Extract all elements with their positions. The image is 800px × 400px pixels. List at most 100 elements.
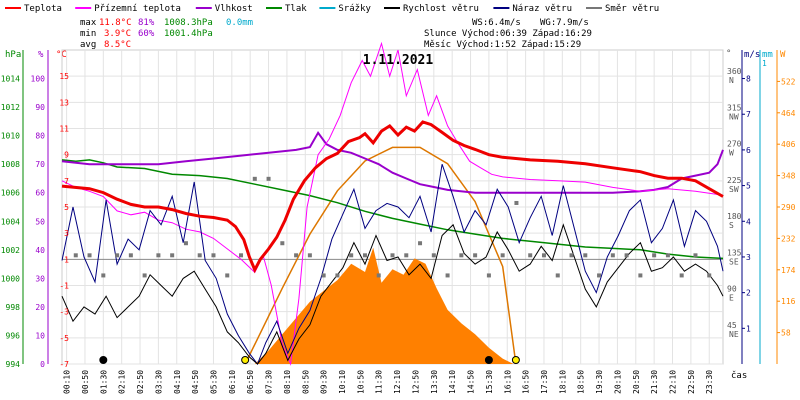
time-axis-title: čas — [731, 370, 747, 381]
legend: Teplota Přízemní teplota Vlhkost Tlak Srážky… — [5, 4, 659, 14]
x-tick-label: 07:30 — [265, 370, 274, 394]
x-tick-label: 12:50 — [411, 370, 420, 394]
legend-item: Náraz větru — [493, 4, 572, 14]
celsius-tick-label: -5 — [59, 334, 69, 343]
stats-max-press: 1008.3hPa — [164, 18, 213, 28]
x-tick-label: 06:50 — [246, 370, 255, 394]
wind-direction-point — [473, 253, 478, 258]
w-tick-label: 232 — [781, 234, 796, 243]
percent-tick-label: 70 — [35, 160, 45, 169]
humidity-line — [61, 130, 724, 194]
axis-title-hpa: hPa — [5, 50, 21, 60]
stats-block: max 11.8°C 81% 1008.3hPa 0.0mm min 3.9°C… — [80, 18, 592, 50]
percent-tick-label: 30 — [35, 274, 45, 283]
direction-tick-cardinal: W — [729, 149, 734, 158]
wind-direction-point — [225, 273, 230, 278]
wind-direction-point — [307, 253, 312, 258]
wind-direction-point — [500, 253, 505, 258]
x-tick-label: 04:10 — [173, 370, 182, 394]
x-tick-label: 11:30 — [375, 370, 384, 394]
ground-temperature-line — [61, 41, 724, 366]
celsius-tick-label: -1 — [59, 282, 69, 291]
stats-min-press: 1001.4hPa — [164, 29, 213, 39]
wind-direction-point — [624, 253, 629, 258]
ms-tick-label: 8 — [746, 75, 751, 84]
x-tick-label: 08:10 — [283, 370, 292, 394]
series-lines — [61, 41, 724, 366]
legend-item: Teplota — [5, 4, 62, 14]
wind-direction-point — [445, 273, 450, 278]
x-tick-label: 00:50 — [81, 370, 90, 394]
wind-direction-point — [528, 253, 533, 258]
sunset-marker — [511, 356, 520, 364]
x-tick-label: 16:10 — [503, 370, 512, 394]
legend-label: Tlak — [285, 4, 307, 14]
wind-direction-point — [87, 253, 92, 258]
percent-tick-label: 90 — [35, 103, 45, 112]
stats-ws: WS:6.4m/s — [472, 18, 521, 28]
x-tick-label: 20:10 — [613, 370, 622, 394]
ms-tick-label: 3 — [746, 253, 751, 262]
legend-label: Vlhkost — [215, 4, 253, 14]
x-tick-label: 13:30 — [430, 370, 439, 394]
hpa-tick-label: 996 — [6, 331, 21, 340]
wind-direction-point — [280, 241, 285, 246]
stats-avg-label: avg — [80, 40, 96, 50]
hpa-tick-label: 1004 — [1, 217, 20, 226]
wind-direction-point — [486, 273, 491, 278]
wind-direction-point — [128, 253, 133, 258]
wind-direction-point — [679, 273, 684, 278]
percent-tick-label: 100 — [31, 75, 46, 84]
stats-min-temp: 3.9°C — [104, 29, 131, 39]
wind-direction-point — [156, 253, 161, 258]
celsius-tick-label: 5 — [64, 203, 69, 212]
direction-tick-cardinal: S — [729, 221, 734, 230]
x-tick-label: 15:30 — [485, 370, 494, 394]
w-tick-label: 58 — [781, 329, 791, 338]
solar-radiation-area-fill — [254, 247, 514, 364]
hpa-tick-label: 1012 — [1, 103, 20, 112]
x-tick-label: 08:50 — [301, 370, 310, 394]
wind-direction-point — [294, 253, 299, 258]
wind-direction-point — [266, 176, 271, 181]
x-tick-label: 22:10 — [669, 370, 678, 394]
legend-item: Tlak — [266, 4, 307, 14]
axis-title-degree: ° — [726, 49, 731, 59]
wind-direction-point — [638, 273, 643, 278]
percent-tick-label: 80 — [35, 132, 45, 141]
legend-item: Směr větru — [586, 4, 659, 14]
ms-tick-label: 4 — [746, 217, 751, 226]
x-tick-label: 00:10 — [63, 370, 72, 394]
sunrise-marker — [241, 356, 250, 364]
legend-label: Přízemní teplota — [94, 4, 181, 14]
x-tick-label: 06:10 — [228, 370, 237, 394]
w-tick-label: 522 — [781, 77, 796, 86]
direction-tick-cardinal: SE — [729, 257, 739, 266]
legend-item: Srážky — [319, 4, 371, 14]
axis-title-celsius: °C — [56, 50, 67, 60]
wind-direction-point — [211, 253, 216, 258]
direction-tick-cardinal: NE — [729, 330, 739, 339]
stats-min-hum: 60% — [138, 29, 155, 39]
wind-direction-point — [362, 253, 367, 258]
direction-tick-value: 135 — [727, 248, 742, 257]
direction-tick-value: 315 — [727, 103, 742, 112]
wind-direction-point — [583, 253, 588, 258]
celsius-tick-label: 15 — [59, 72, 69, 81]
wind-direction-point — [555, 273, 560, 278]
direction-tick-value: 180 — [727, 212, 742, 221]
wind-direction-point — [459, 253, 464, 258]
percent-tick-label: 20 — [35, 303, 45, 312]
axes: 00:10 00:50 01:30 02:10 02:50 03:30 04:10 04:50… — [1, 50, 796, 394]
wind-direction-point — [335, 273, 340, 278]
wind-direction-point — [170, 253, 175, 258]
sun-moon-markers — [99, 356, 520, 364]
celsius-tick-label: 9 — [64, 151, 69, 160]
celsius-tick-label: 7 — [64, 177, 69, 186]
w-tick-label: 116 — [781, 297, 796, 306]
wind-direction-point — [514, 200, 519, 205]
wind-direction-point — [693, 253, 698, 258]
percent-tick-label: 0 — [40, 360, 45, 369]
x-tick-label: 03:30 — [154, 370, 163, 394]
ms-tick-label: 2 — [746, 289, 751, 298]
